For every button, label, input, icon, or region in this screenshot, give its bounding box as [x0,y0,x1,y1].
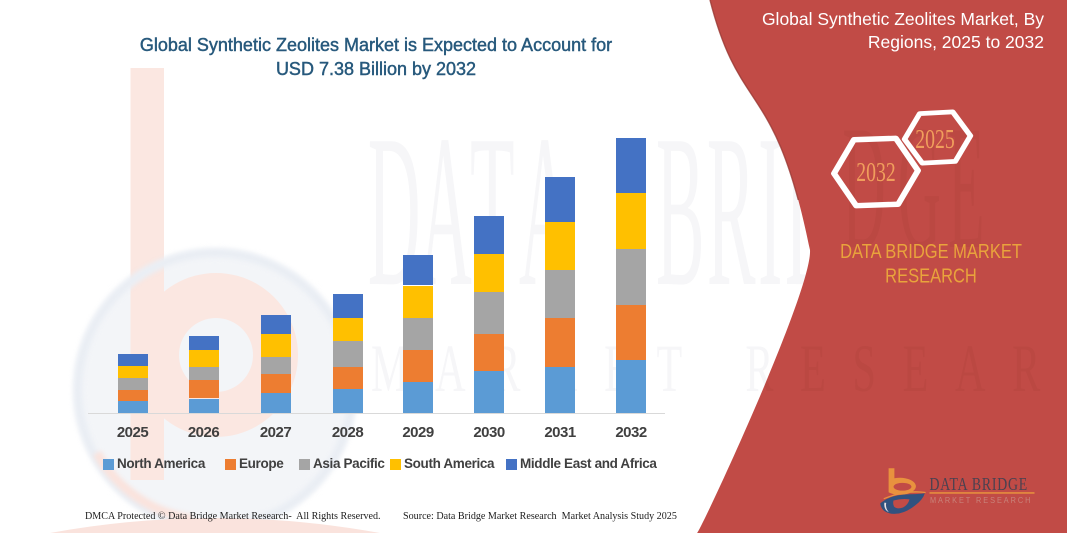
svg-text:E: E [948,89,984,286]
svg-text:2025: 2025 [915,125,954,155]
svg-text:2032: 2032 [856,158,895,188]
svg-text:D: D [843,89,886,286]
svg-text:DATA BRIDGE: DATA BRIDGE [930,476,1028,495]
svg-text:MARKET RESEARCH: MARKET RESEARCH [930,496,1032,505]
svg-text:R: R [707,91,756,332]
svg-text:B: B [656,91,705,332]
